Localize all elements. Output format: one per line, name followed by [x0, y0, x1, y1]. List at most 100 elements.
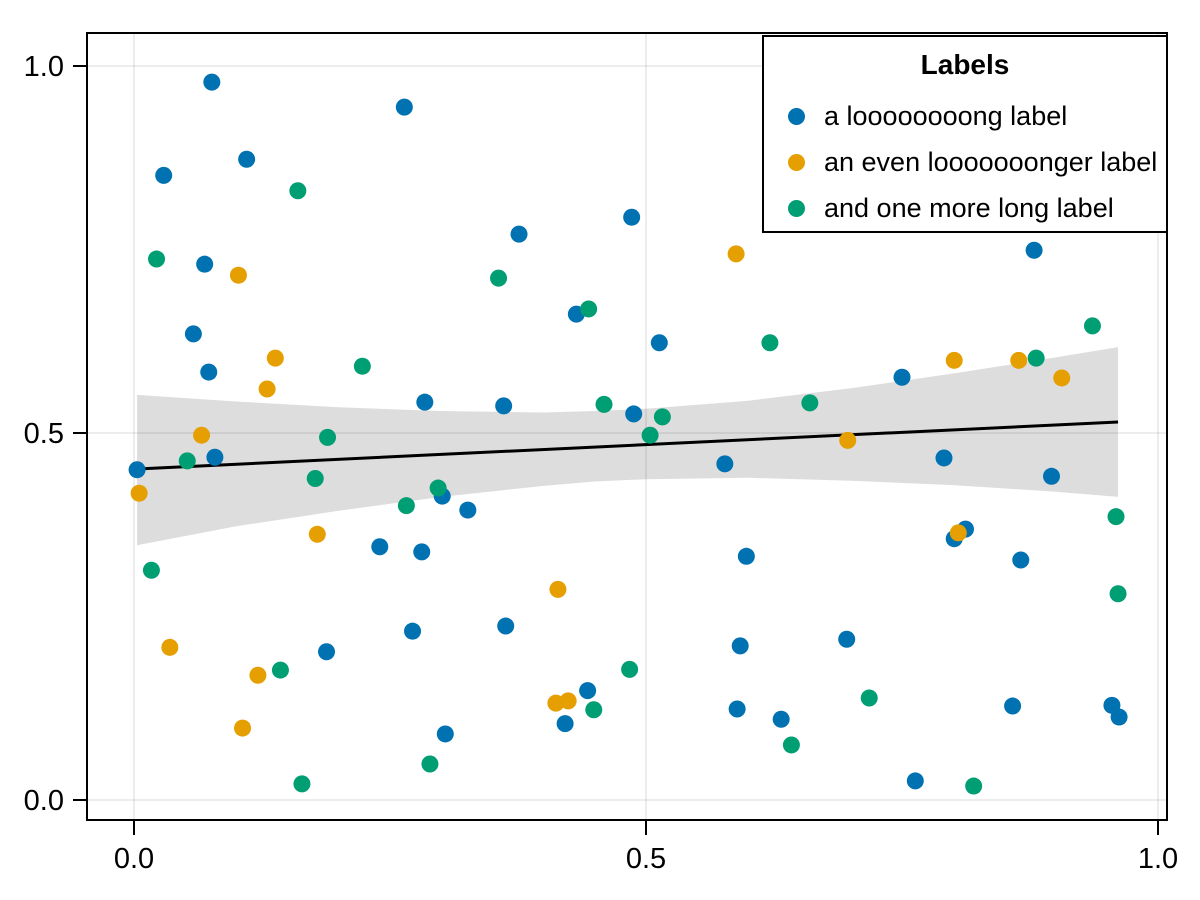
x-tick-label: 0.5 [626, 843, 666, 875]
legend-marker-dot [788, 107, 805, 125]
regression-line [137, 420, 1119, 471]
scatter-point [641, 426, 659, 444]
scatter-point [161, 638, 179, 656]
scatter-point [1083, 317, 1101, 335]
scatter-point [1012, 551, 1030, 569]
scatter-point [1109, 585, 1127, 603]
scatter-point [716, 455, 734, 473]
legend-item-label: an even looooooonger label [824, 146, 1158, 177]
scatter-point [653, 408, 671, 426]
scatter-point [459, 501, 477, 519]
legend-marker-dot [788, 199, 805, 217]
scatter-point [203, 73, 221, 91]
scatter-point [413, 543, 431, 561]
scatter-point [1004, 697, 1022, 715]
scatter-point [148, 250, 166, 268]
scatter-point [238, 150, 256, 168]
scatter-point [585, 701, 603, 719]
scatter-point [801, 394, 819, 412]
scatter-point [178, 452, 196, 470]
scatter-point [1025, 241, 1043, 259]
scatter-point [266, 349, 284, 367]
scatter-point [556, 715, 574, 733]
scatter-point [495, 397, 513, 415]
scatter-point [206, 448, 224, 466]
legend-item: and one more long label [764, 185, 1166, 231]
scatter-point [429, 479, 447, 497]
scatter-point [258, 380, 276, 398]
scatter-point [353, 357, 371, 375]
scatter-point [142, 561, 160, 579]
legend-marker-dot [788, 153, 805, 171]
scatter-point [128, 461, 146, 479]
scatter-point [945, 351, 963, 369]
legend-item: an even looooooonger label [764, 139, 1166, 185]
scatter-point [416, 393, 434, 411]
scatter-point [838, 630, 856, 648]
scatter-point [371, 538, 389, 556]
scatter-point [193, 426, 211, 444]
scatter-point [728, 700, 746, 718]
scatter-point [782, 736, 800, 754]
legend-title: Labels [920, 49, 1010, 80]
scatter-point [293, 775, 311, 793]
y-tick-label: 1.0 [24, 51, 64, 83]
scatter-point [271, 661, 289, 679]
scatter-point [731, 637, 749, 655]
scatter-point [200, 363, 218, 381]
scatter-point [289, 182, 307, 200]
scatter-point [196, 255, 214, 273]
scatter-point [839, 431, 857, 449]
scatter-point [579, 682, 597, 700]
scatter-point [1010, 351, 1028, 369]
scatter-point [547, 694, 565, 712]
scatter-point [510, 225, 528, 243]
scatter-point [1027, 349, 1045, 367]
scatter-point [860, 689, 878, 707]
scatter-point [184, 325, 202, 343]
scatter-point [308, 525, 326, 543]
scatter-point [421, 755, 439, 773]
scatter-point [319, 428, 337, 446]
scatter-point [130, 484, 148, 502]
scatter-point [395, 98, 413, 116]
scatter-point [404, 622, 422, 640]
scatter-point [650, 334, 668, 352]
scatter-point [306, 470, 324, 488]
scatter-point [549, 580, 567, 598]
scatter-point [906, 772, 924, 790]
scatter-point [893, 368, 911, 386]
axis-spine [86, 32, 1168, 821]
x-tick-label: 1.0 [1138, 843, 1178, 875]
scatter-point [155, 166, 173, 184]
scatter-point [490, 269, 508, 287]
scatter-point [595, 395, 613, 413]
scatter-point [580, 300, 598, 318]
scatter-point [436, 725, 454, 743]
scatter-point [935, 449, 953, 467]
scatter-point [621, 660, 639, 678]
scatter-point [497, 617, 515, 635]
scatter-point [397, 497, 415, 515]
scatter-point [1053, 369, 1071, 387]
scatter-point [772, 710, 790, 728]
y-tick-label: 0.0 [24, 785, 64, 817]
scatter-point [318, 643, 336, 661]
legend: Labels a loooooooong label an even loooo… [762, 35, 1168, 233]
scatter-point [761, 334, 779, 352]
scatter-point [737, 547, 755, 565]
scatter-point [234, 719, 252, 737]
legend-item-label: a loooooooong label [824, 100, 1068, 131]
x-tick-label: 0.0 [114, 843, 154, 875]
scatter-point [623, 208, 641, 226]
scatter-point [965, 777, 983, 795]
scatter-point [229, 266, 247, 284]
legend-item: a loooooooong label [764, 93, 1166, 139]
scatter-point [1043, 467, 1061, 485]
scatter-point [249, 666, 267, 684]
scatter-point [1107, 508, 1125, 526]
legend-item-label: and one more long label [824, 192, 1114, 223]
scatter-point [949, 524, 967, 542]
